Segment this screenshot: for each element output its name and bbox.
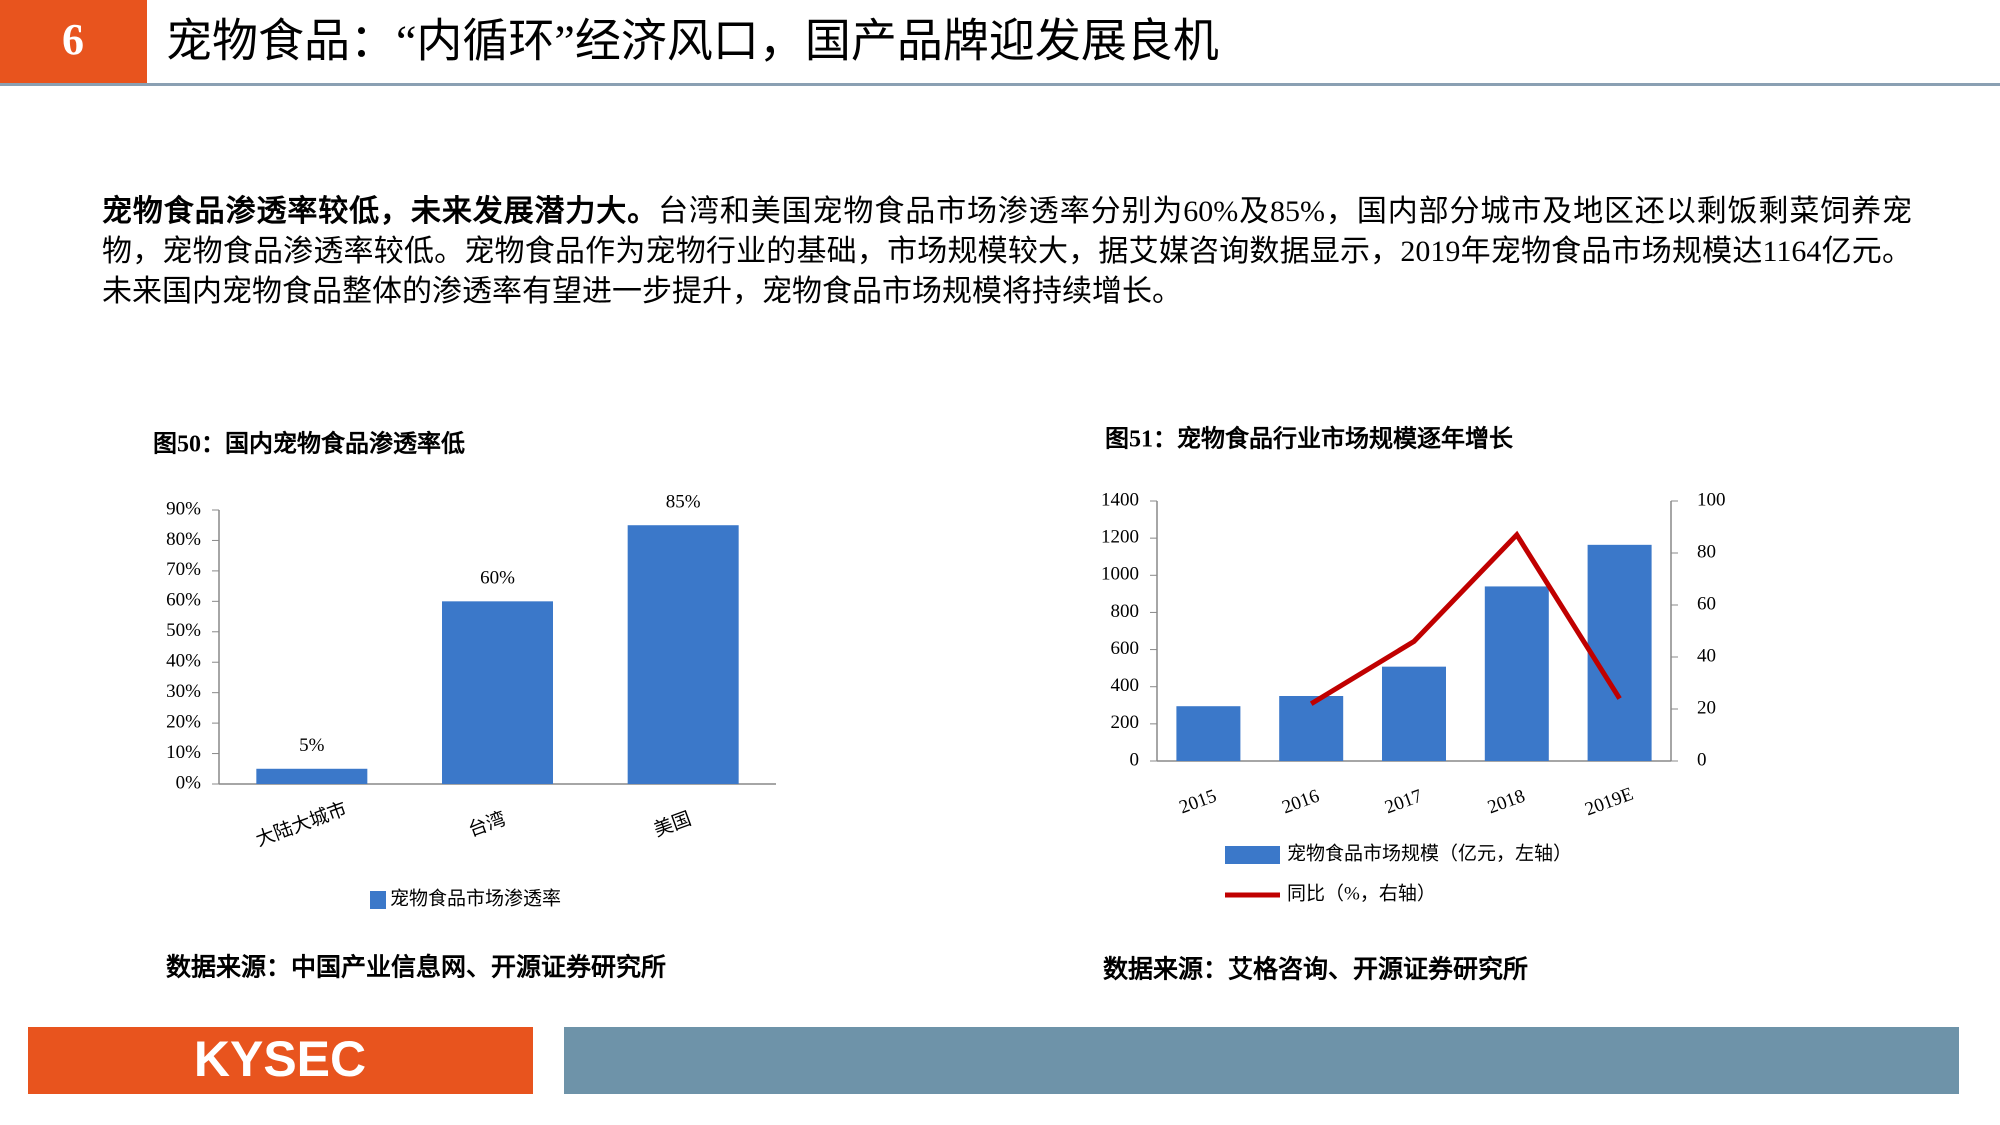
y2-tick-label: 0	[1697, 749, 1707, 770]
bar	[256, 768, 368, 784]
footer-logo: KYSEC	[194, 1031, 366, 1087]
y-tick-label: 10%	[166, 742, 201, 763]
y-tick-label: 200	[1111, 712, 1140, 733]
y2-tick-label: 40	[1697, 645, 1716, 666]
x-tick-label: 大陆大城市	[253, 798, 350, 851]
line	[1309, 530, 1622, 706]
y-tick-label: 90%	[166, 498, 201, 519]
y-tick-label: 30%	[166, 681, 201, 702]
y2-tick-label: 80	[1697, 541, 1716, 562]
x-tick-label: 台湾	[465, 808, 508, 842]
y2-tick-label: 60	[1697, 593, 1716, 614]
header-number: 6	[62, 15, 84, 64]
bar	[1279, 696, 1344, 761]
y-tick-label: 1200	[1101, 527, 1139, 548]
bar	[627, 525, 739, 784]
y-tick-label: 50%	[166, 620, 201, 641]
x-tick-label: 2015	[1177, 786, 1220, 819]
footer-logo-box	[28, 1027, 533, 1094]
value-label: 85%	[666, 492, 701, 513]
y-tick-label: 40%	[166, 651, 201, 672]
y2-tick-label: 20	[1697, 697, 1716, 718]
bar	[1587, 544, 1652, 761]
legend-label: 同比（%，右轴）	[1287, 882, 1436, 904]
header-title: 宠物食品：“内循环”经济风口，国产品牌迎发展良机	[166, 16, 1219, 67]
y-tick-label: 1400	[1101, 489, 1139, 510]
header-badge	[0, 0, 147, 83]
y-tick-label: 70%	[166, 559, 201, 580]
y2-tick-label: 100	[1697, 489, 1726, 510]
chart-source: 数据来源：中国产业信息网、开源证券研究所	[166, 953, 666, 982]
legend-swatch	[1225, 846, 1280, 864]
value-label: 5%	[299, 735, 325, 756]
y-tick-label: 80%	[166, 529, 201, 550]
bar	[442, 601, 553, 784]
x-tick-label: 美国	[651, 808, 694, 842]
y-tick-label: 0	[1130, 749, 1140, 770]
y-tick-label: 20%	[166, 711, 201, 732]
bar	[1484, 586, 1549, 761]
y-tick-label: 60%	[166, 590, 201, 611]
chart-source: 数据来源：艾格咨询、开源证券研究所	[1103, 955, 1528, 984]
bar	[1176, 706, 1241, 761]
header-rule	[0, 83, 2000, 86]
intro-body: 台湾和美国宠物食品市场渗透率分别为60%及85%，国内部分城市及地区还以剩饭剩菜…	[102, 195, 1912, 308]
bar	[1382, 666, 1446, 761]
intro-lead: 宠物食品渗透率较低，未来发展潜力大。	[102, 195, 659, 228]
value-label: 60%	[480, 568, 515, 589]
legend-swatch	[370, 891, 386, 909]
y-tick-label: 0%	[176, 772, 202, 793]
x-tick-label: 2017	[1382, 786, 1425, 819]
footer-bar	[564, 1027, 1959, 1094]
x-tick-label: 2018	[1485, 786, 1528, 819]
y-tick-label: 800	[1111, 601, 1140, 622]
legend-label: 宠物食品市场规模（亿元，左轴）	[1287, 842, 1572, 864]
chart-title: 图51：宠物食品行业市场规模逐年增长	[1105, 425, 1514, 453]
intro: 宠物食品渗透率较低，未来发展潜力大。台湾和美国宠物食品市场渗透率分别为60%及8…	[102, 192, 1912, 312]
x-tick-label: 2019E	[1582, 784, 1636, 821]
chart-title: 图50：国内宠物食品渗透率低	[153, 430, 465, 458]
y-tick-label: 1000	[1101, 564, 1139, 585]
y-tick-label: 600	[1111, 638, 1140, 659]
legend-label: 宠物食品市场渗透率	[390, 887, 561, 909]
y-tick-label: 400	[1111, 675, 1140, 696]
x-tick-label: 2016	[1279, 786, 1322, 819]
